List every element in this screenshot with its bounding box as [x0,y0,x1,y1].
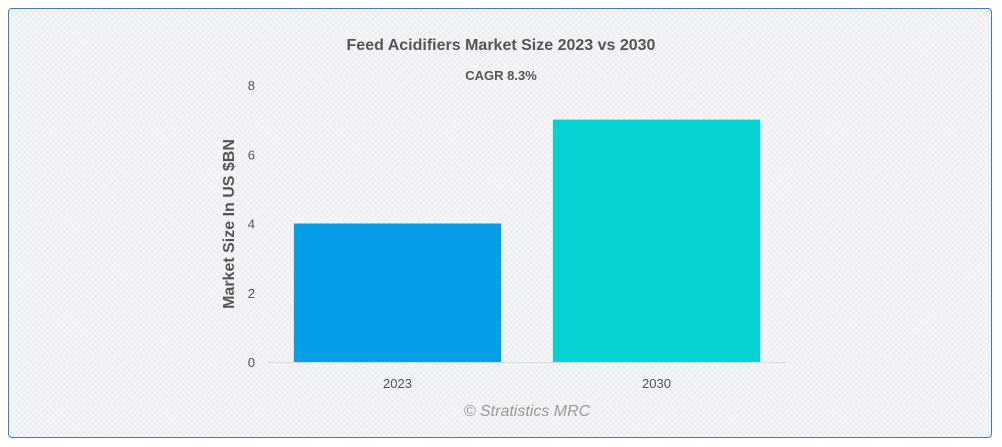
y-tick-label: 0 [248,355,255,370]
chart-frame [8,8,992,438]
y-tick-label: 4 [248,217,255,232]
x-tick-label: 2023 [383,376,412,391]
credit-text: © Stratistics MRC [464,403,591,420]
y-tick-label: 6 [248,147,255,162]
y-tick-label: 2 [248,286,255,301]
bar-2030 [552,119,761,362]
y-axis-label: Market Size In US $BN [221,139,238,309]
y-tick-label: 8 [248,78,255,93]
chart-subtitle: CAGR 8.3% [465,68,537,83]
x-tick-label: 2030 [642,376,671,391]
chart-title: Feed Acidifiers Market Size 2023 vs 2030 [347,37,656,54]
bar-2023 [293,223,502,362]
